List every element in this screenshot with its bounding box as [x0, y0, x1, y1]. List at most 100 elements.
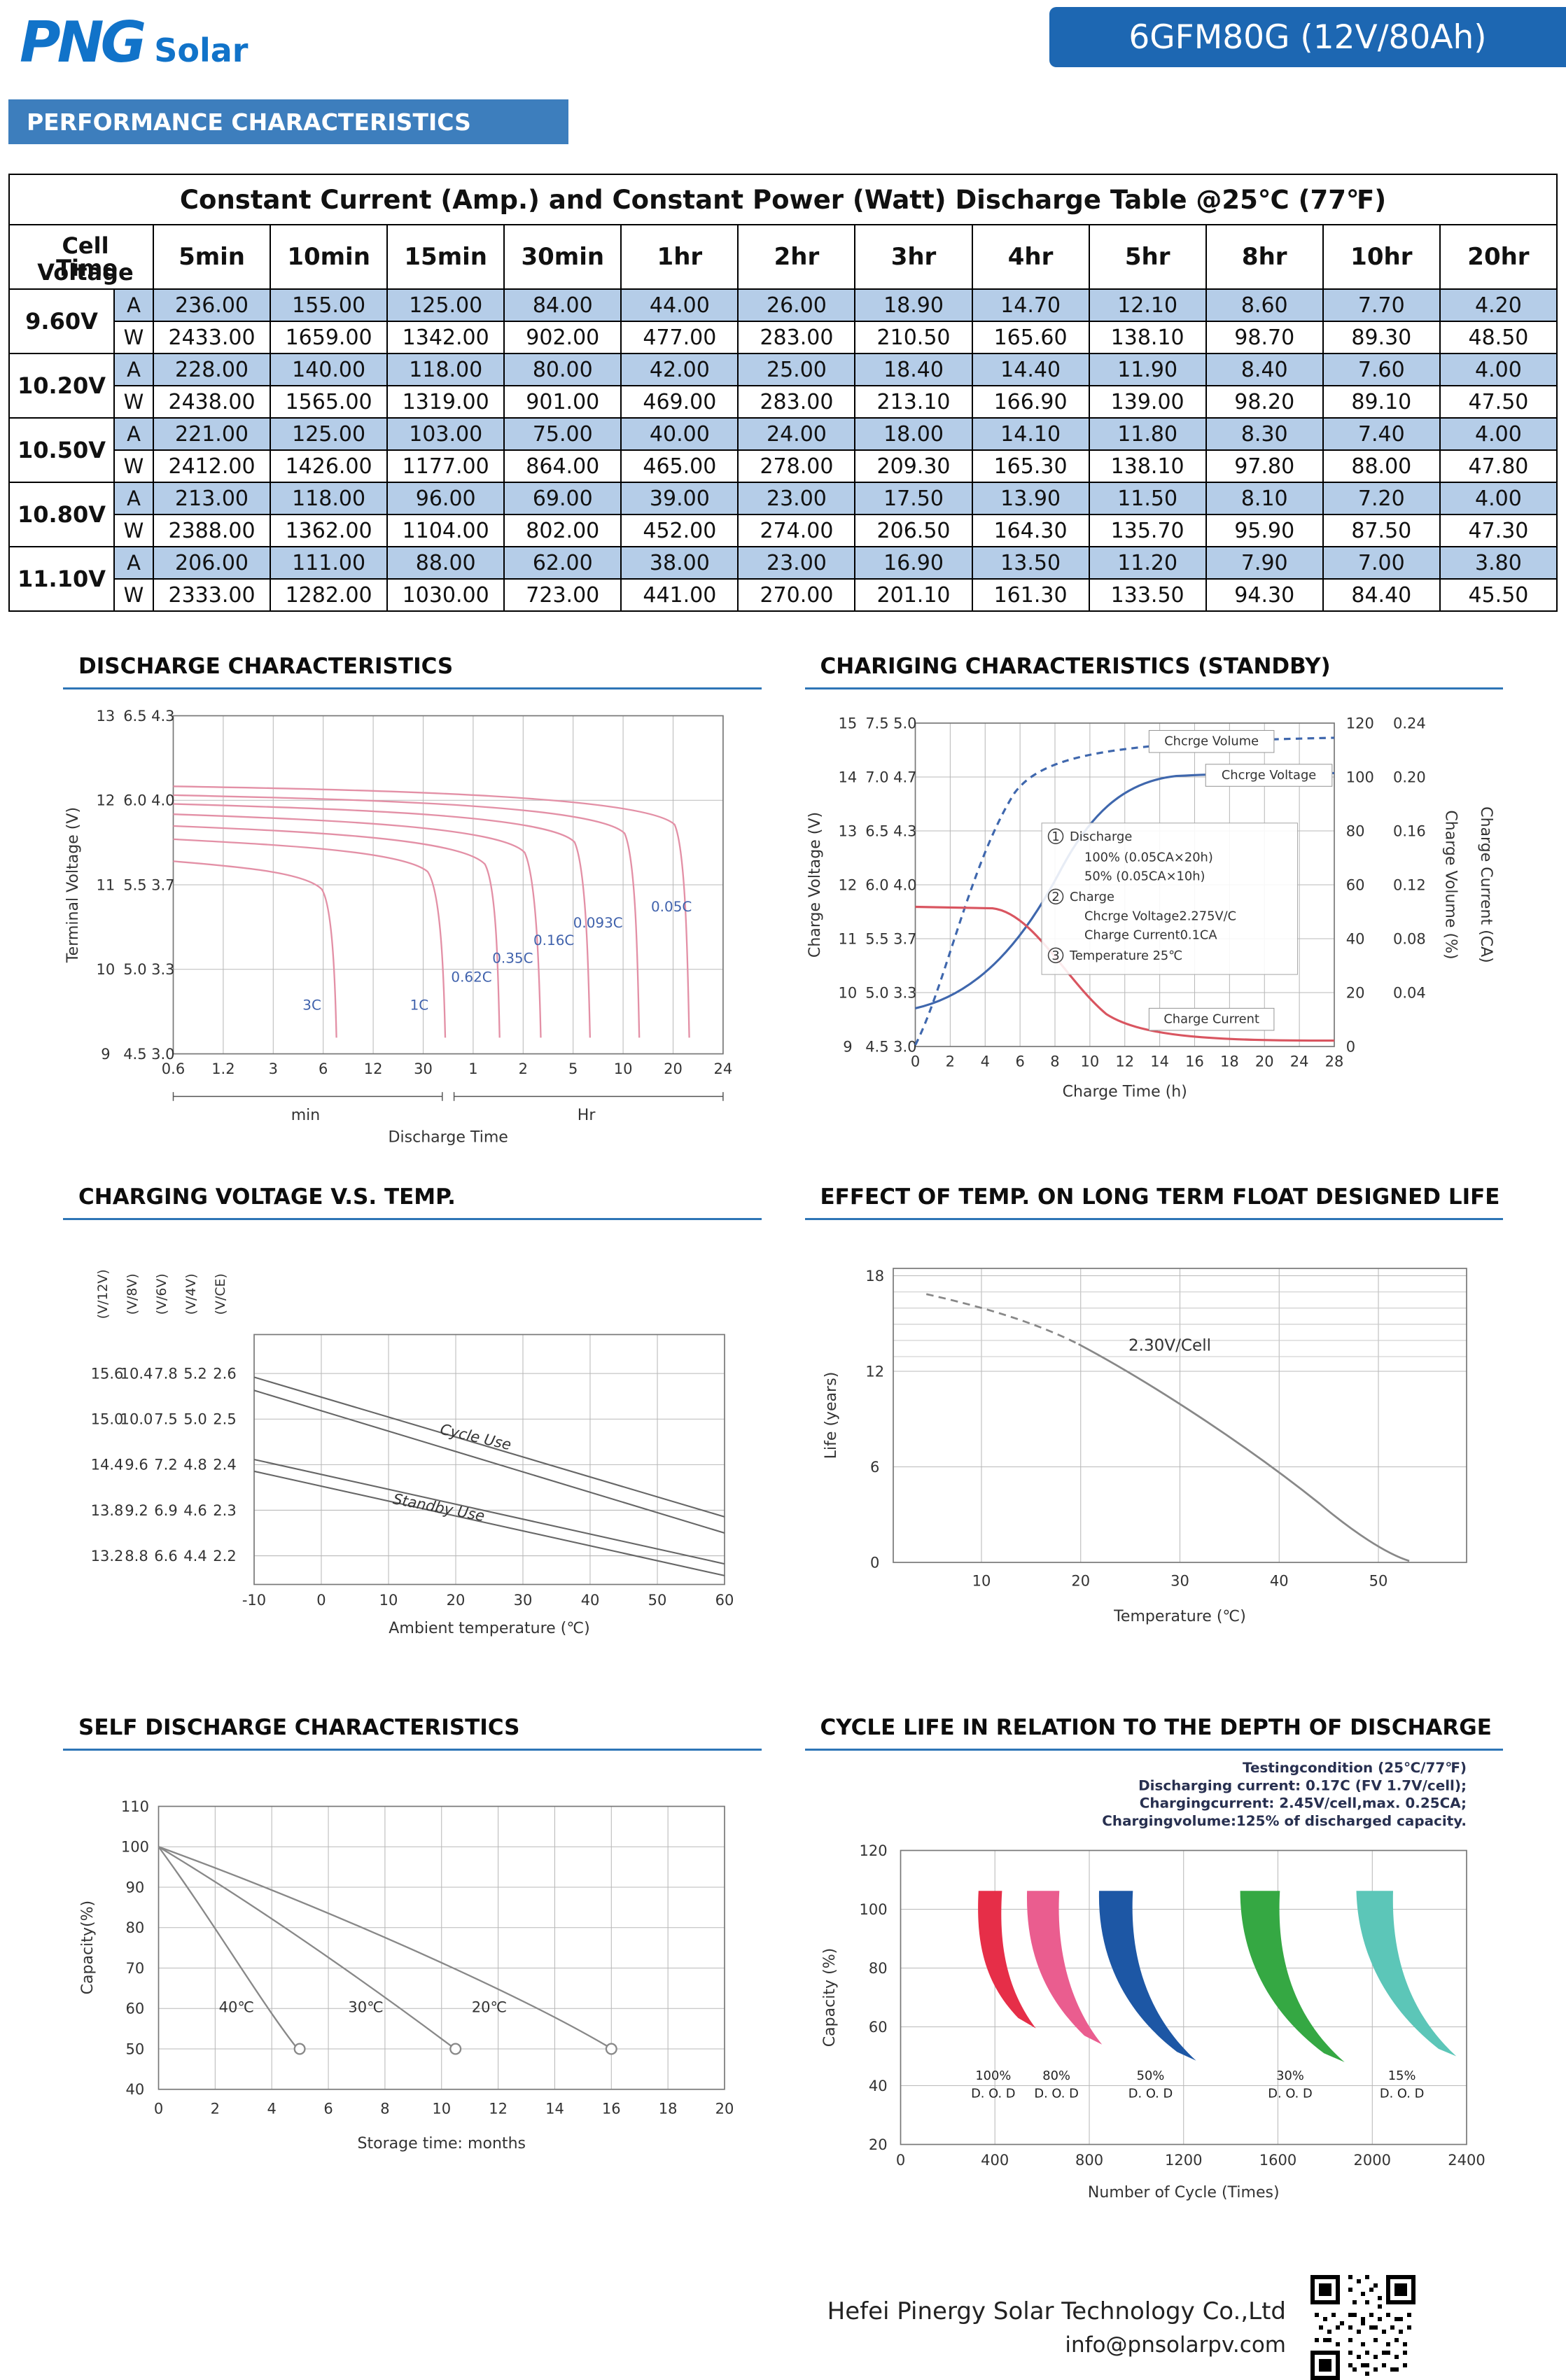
watt-cell: 165.30: [971, 449, 1090, 483]
x-axis-title: Number of Cycle (Times): [1087, 2184, 1279, 2202]
band-15-dod: [1356, 1891, 1456, 2057]
cell-voltage-value: 10.20V: [8, 353, 115, 419]
cell-voltage-value: 10.80V: [8, 482, 115, 547]
svg-text:3.7: 3.7: [151, 876, 174, 893]
float-voltage-annotation: 2.30V/Cell: [1128, 1337, 1211, 1355]
watt-cell: 97.80: [1205, 449, 1324, 483]
svg-text:5.5: 5.5: [123, 876, 146, 893]
x-axis-ticks: 0 400 800 1200 1600 2000 2400: [895, 2152, 1485, 2169]
svg-text:9: 9: [101, 1046, 110, 1063]
unit-a-cell: A: [113, 417, 154, 451]
svg-text:7.8: 7.8: [154, 1366, 177, 1382]
watt-cell: 98.20: [1205, 385, 1324, 419]
svg-text:7.0: 7.0: [865, 769, 888, 785]
svg-text:4.7: 4.7: [893, 769, 916, 785]
svg-text:0: 0: [910, 1053, 919, 1070]
amp-cell: 7.70: [1322, 288, 1441, 322]
amp-cell: 88.00: [386, 546, 505, 580]
watt-cell: 47.50: [1439, 385, 1558, 419]
svg-text:13: 13: [838, 822, 857, 839]
svg-text:5.0: 5.0: [123, 961, 146, 978]
svg-text:0: 0: [154, 2100, 163, 2117]
panel-charging-voltage-vs-temp: CHARGING VOLTAGE V.S. TEMP. (V/12V) (V/8…: [63, 1179, 762, 1680]
amp-cell: 23.00: [737, 482, 856, 515]
time-header-cell: 10min: [270, 224, 389, 290]
amp-cell: 4.00: [1439, 417, 1558, 451]
watt-cell: 1659.00: [270, 321, 389, 354]
watt-cell: 283.00: [737, 321, 856, 354]
note-1-num: 1: [1051, 830, 1059, 844]
svg-text:2.4: 2.4: [213, 1457, 236, 1474]
section-banner: PERFORMANCE CHARACTERISTICS: [8, 99, 568, 144]
svg-text:12: 12: [489, 2100, 508, 2117]
svg-text:40: 40: [1345, 930, 1364, 947]
curve-label-3c: 3C: [302, 997, 321, 1014]
testing-condition-notes: Testingcondition (25℃/77℉) Discharging c…: [1102, 1759, 1467, 1829]
watt-cell: 209.30: [854, 449, 973, 483]
watt-cell: 723.00: [503, 578, 622, 612]
corner-cell-voltage-label: Cell Voltage: [37, 232, 134, 286]
svg-text:12: 12: [1115, 1053, 1134, 1070]
watt-cell: 902.00: [503, 321, 622, 354]
amp-cell: 118.00: [270, 482, 389, 515]
svg-text:0.20: 0.20: [1393, 769, 1426, 785]
company-logo: PNG Solar: [20, 10, 248, 75]
y-axis-title: Life (years): [823, 1372, 840, 1460]
svg-text:400: 400: [981, 2152, 1009, 2169]
note-7-num: 3: [1051, 948, 1059, 963]
y-scale-6v: 7.8 7.5 7.2 6.9 6.6: [154, 1366, 177, 1564]
band-15-pct: 15%: [1387, 2068, 1415, 2083]
svg-text:20: 20: [447, 1592, 466, 1609]
y-axis-5v-scale: 5.0 4.7 4.3 4.0 3.7 3.3 3.0: [893, 715, 916, 1055]
watt-cell: 465.00: [620, 449, 739, 483]
panel-cycle-life: CYCLE LIFE IN RELATION TO THE DEPTH OF D…: [804, 1709, 1503, 2233]
svg-text:0.24: 0.24: [1393, 715, 1426, 732]
time-header-cell: 2hr: [737, 224, 856, 290]
watt-cell: 802.00: [503, 514, 622, 547]
corner-cell: Cell Voltage Time: [8, 224, 154, 290]
svg-text:8: 8: [380, 2100, 389, 2117]
unit-w-cell: W: [113, 578, 154, 612]
svg-text:3.3: 3.3: [893, 984, 916, 1001]
amp-cell: 13.50: [971, 546, 1090, 580]
table-row-amp: 11.10V A 206.00 111.00 88.00 62.00 38.00…: [8, 546, 1558, 612]
svg-text:12: 12: [838, 876, 857, 893]
note-1-text: Discharge: [1070, 830, 1132, 844]
svg-text:6.9: 6.9: [154, 1502, 177, 1519]
amp-cell: 118.00: [386, 353, 505, 386]
svg-text:5.0: 5.0: [865, 984, 888, 1001]
company-name: Hefei Pinergy Solar Technology Co.,Ltd: [827, 2297, 1286, 2325]
watt-cell: 201.10: [854, 578, 973, 612]
watt-cell: 1426.00: [270, 449, 389, 483]
amp-cell: 8.10: [1205, 482, 1324, 515]
svg-text:4: 4: [267, 2100, 277, 2117]
amp-cell: 155.00: [270, 288, 389, 322]
amp-cell: 125.00: [270, 417, 389, 451]
svg-text:20: 20: [1254, 1053, 1273, 1070]
svg-text:2: 2: [211, 2100, 220, 2117]
dod-band-labels: 100% D. O. D 80% D. O. D 50% D. O. D 30%…: [971, 2068, 1424, 2101]
y-axis-title: Terminal Voltage (V): [64, 807, 82, 963]
watt-cell: 452.00: [620, 514, 739, 547]
watt-cell: 270.00: [737, 578, 856, 612]
current-label-box: [1148, 1007, 1274, 1031]
life-curve-solid: [1077, 1343, 1410, 1562]
x-axis-title: Charge Time (h): [1062, 1083, 1187, 1100]
amp-cell: 140.00: [270, 353, 389, 386]
curve-30c: [158, 1846, 452, 2047]
watt-cell: 2388.00: [152, 514, 272, 547]
curve-30c-endpoint: [449, 2043, 462, 2055]
svg-text:0: 0: [895, 2152, 904, 2169]
time-header-cell: 4hr: [971, 224, 1090, 290]
table-row-amp: 10.50V A 221.00 125.00 103.00 75.00 40.0…: [8, 417, 1558, 483]
amp-cell: 80.00: [503, 353, 622, 386]
amp-cell: 17.50: [854, 482, 973, 515]
curve-40c-endpoint: [293, 2043, 306, 2055]
svg-text:10: 10: [97, 961, 116, 978]
page-footer: Hefei Pinergy Solar Technology Co.,Ltd i…: [0, 2274, 1415, 2380]
watt-cell: 1030.00: [386, 578, 505, 612]
svg-text:6.6: 6.6: [154, 1548, 177, 1564]
svg-text:5.5: 5.5: [865, 930, 888, 947]
